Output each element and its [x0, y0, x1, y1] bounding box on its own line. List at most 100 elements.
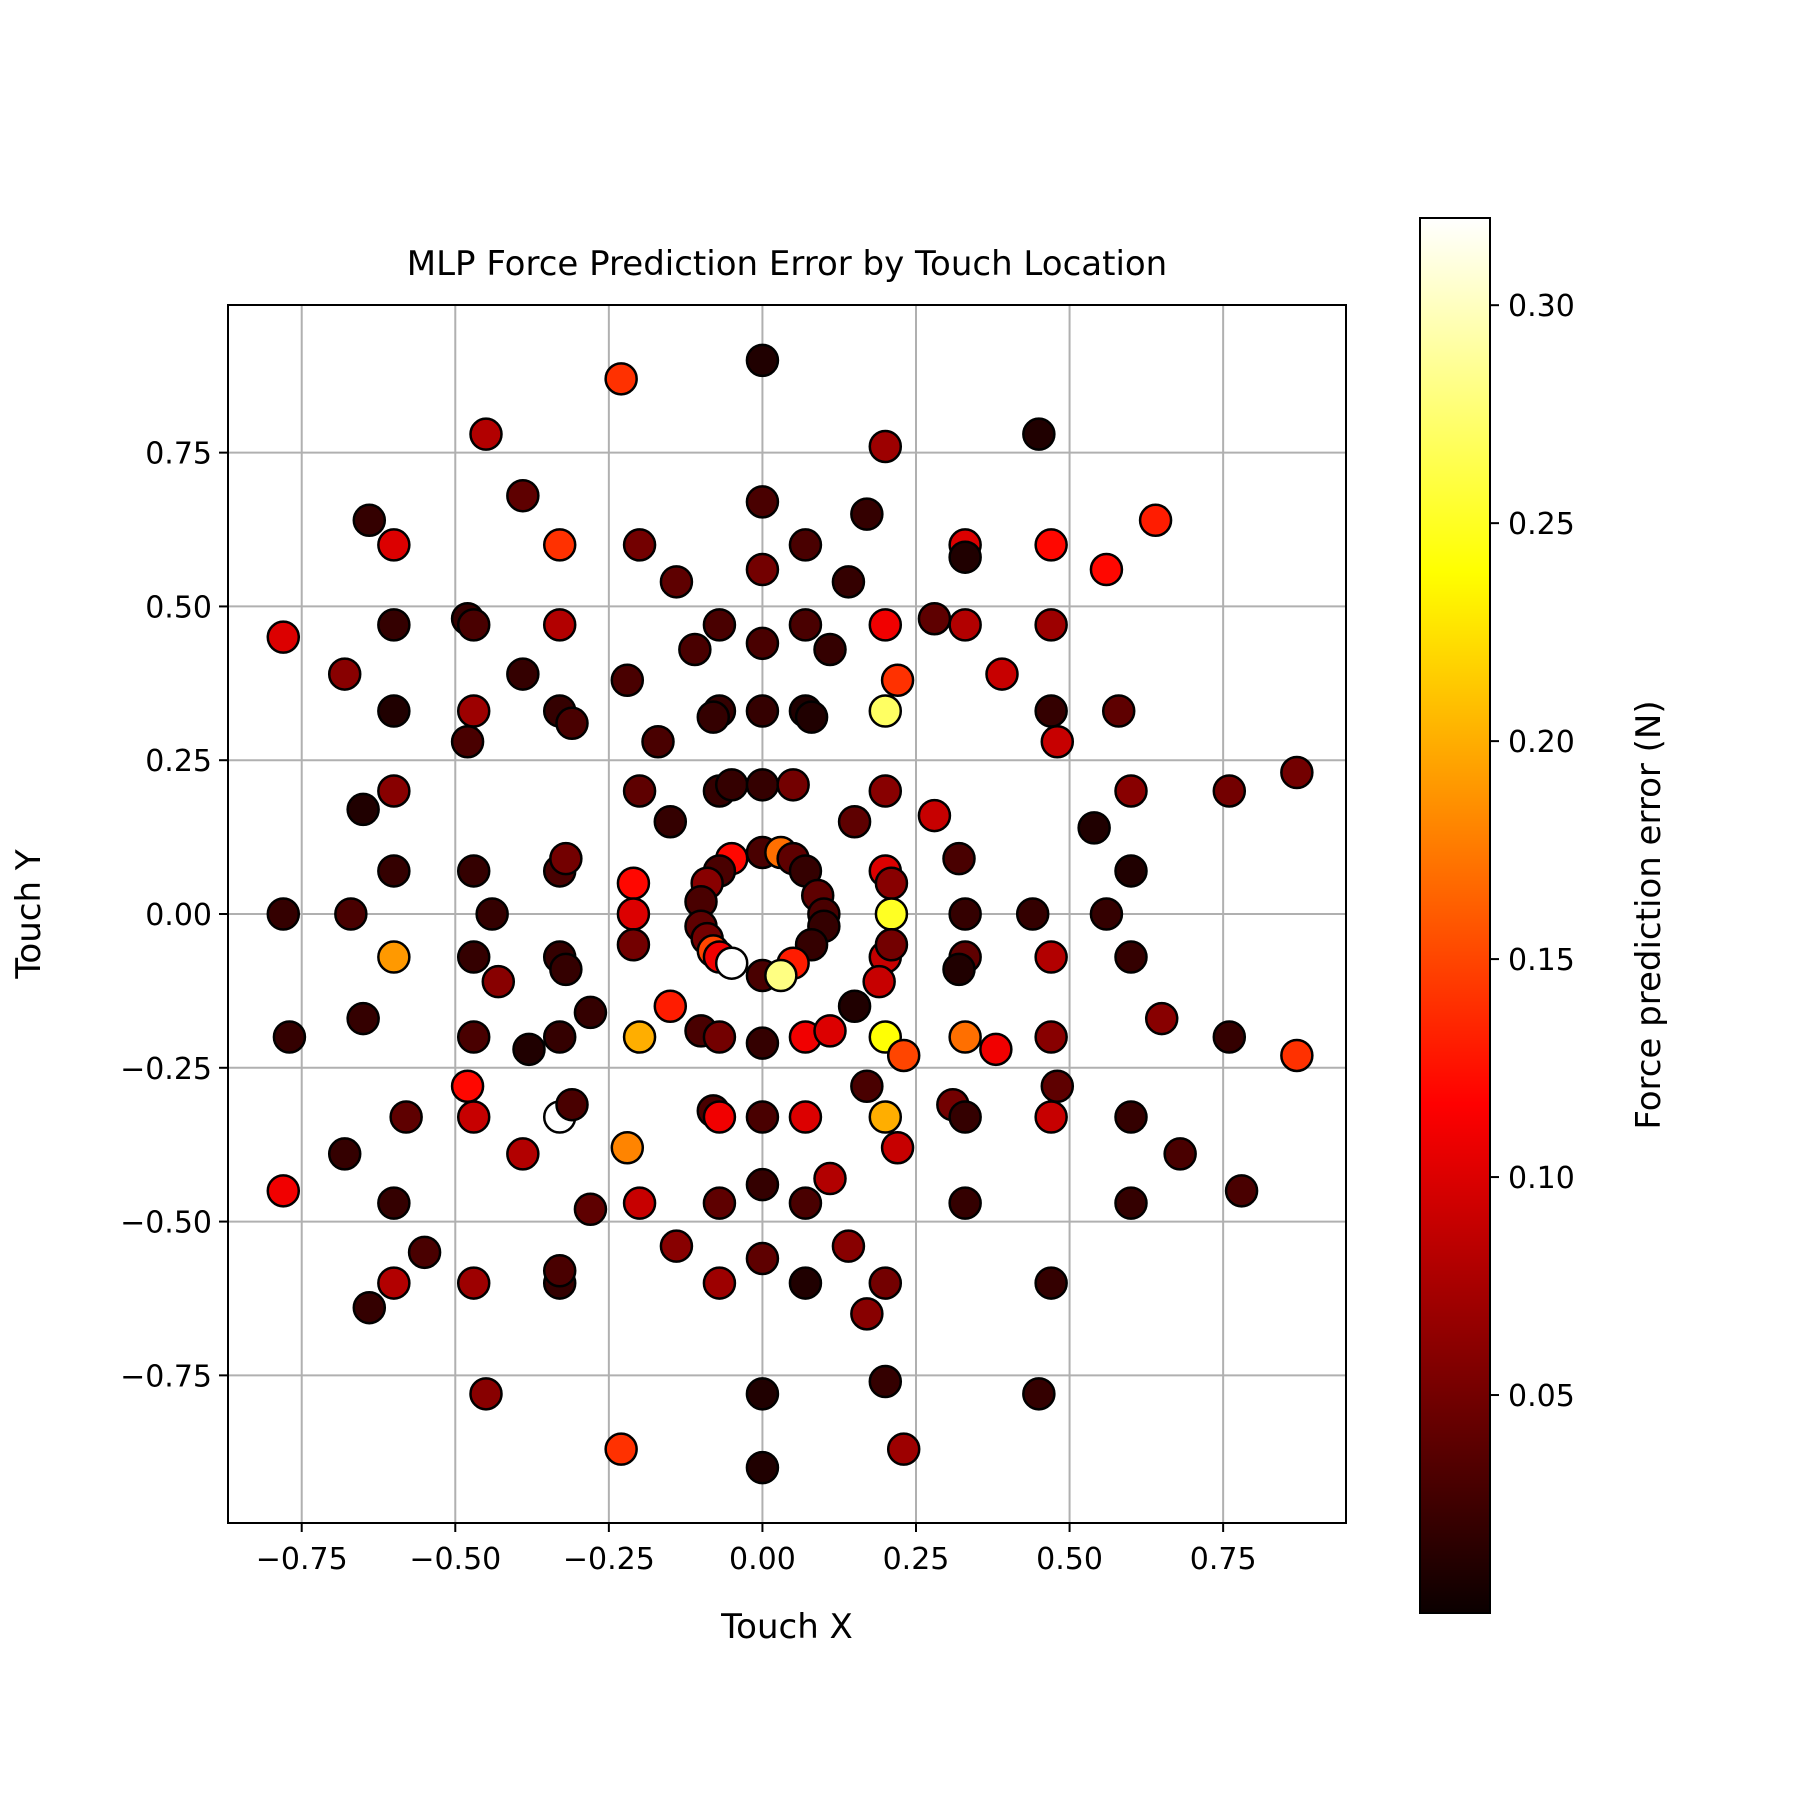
scatter-point — [622, 774, 657, 808]
scatter-point — [948, 540, 982, 574]
scatter-point — [604, 362, 638, 396]
colorbar: 0.05 0.10 0.15 0.20 0.25 0.30 Force predictio… — [1419, 217, 1669, 1614]
scatter-point — [616, 897, 651, 931]
scatter-point — [1077, 811, 1111, 845]
scatter-point — [1022, 417, 1056, 451]
colorbar-tick-label: 0.05 — [1508, 1379, 1575, 1414]
scatter-point — [1212, 1020, 1247, 1054]
scatter-point — [481, 964, 516, 999]
scatter-point — [678, 632, 712, 667]
scatter-point — [788, 1186, 823, 1220]
scatter-point — [1163, 1137, 1197, 1171]
scatter-point — [334, 897, 368, 931]
scatter-point — [948, 897, 982, 931]
y-tick-label: 0.00 — [145, 898, 212, 933]
scatter-point — [1114, 940, 1148, 974]
scatter-point — [377, 528, 411, 562]
scatter-point — [555, 706, 589, 741]
scatter-point — [327, 1137, 362, 1171]
scatter-point — [456, 1100, 491, 1134]
x-tick-label: 0.00 — [729, 1542, 796, 1577]
colorbar-gradient — [1419, 217, 1491, 1614]
scatter-point — [1040, 1069, 1075, 1103]
scatter-point — [745, 1241, 780, 1276]
scatter-point — [610, 1131, 645, 1165]
scatter-point — [696, 700, 731, 734]
scatter-point — [942, 952, 976, 987]
scatter-point — [1034, 1266, 1068, 1300]
scatter-point — [475, 897, 509, 931]
scatter-point — [702, 1100, 737, 1134]
scatter-point — [542, 528, 577, 562]
scatter-point — [745, 552, 780, 587]
scatter-point — [813, 632, 847, 667]
scatter-point — [456, 1020, 491, 1054]
scatter-point — [917, 601, 952, 636]
colorbar-tick-label: 0.10 — [1508, 1161, 1575, 1196]
scatter-point — [1114, 854, 1148, 888]
scatter-point — [549, 841, 583, 876]
scatter-point — [1144, 1001, 1179, 1036]
scatter-point — [745, 626, 780, 661]
scatter-point — [880, 1131, 915, 1165]
scatter-point — [377, 854, 411, 888]
scatter-point — [377, 1186, 411, 1220]
scatter-point — [862, 964, 896, 999]
scatter-point — [469, 417, 503, 451]
colorbar-tick-label: 0.30 — [1508, 289, 1575, 324]
scatter-point — [1212, 774, 1247, 808]
y-tick-label: −0.25 — [120, 1052, 212, 1087]
scatter-point — [868, 1364, 903, 1399]
scatter-point — [1034, 940, 1068, 974]
scatter-point — [868, 774, 903, 808]
scatter-point — [549, 952, 583, 987]
y-axis-label: Touch Y — [9, 849, 49, 979]
x-tick-label: 0.75 — [1190, 1542, 1257, 1577]
colorbar-label: Force prediction error (N) — [1629, 700, 1669, 1129]
scatter-point — [450, 725, 485, 759]
scatter-point — [610, 663, 645, 697]
colorbar-tick-label: 0.25 — [1508, 507, 1575, 542]
scatter-point — [886, 1432, 921, 1466]
y-axis-ticks: −0.75 −0.50 −0.25 0.00 0.25 0.50 0.75 — [120, 437, 228, 1394]
scatter-point — [714, 768, 749, 802]
scatter-point — [389, 1100, 423, 1134]
scatter-point — [837, 989, 872, 1024]
scatter-point — [868, 429, 903, 464]
scatter-point — [702, 1020, 737, 1054]
scatter-point — [266, 1174, 301, 1208]
scatter-point — [659, 1229, 694, 1263]
x-tick-label: −0.50 — [409, 1542, 501, 1577]
scatter-point — [1114, 774, 1148, 808]
scatter-point — [1089, 897, 1124, 931]
scatter-point — [850, 1297, 884, 1331]
scatter-point — [948, 1020, 982, 1054]
plot-area: −0.75 −0.50 −0.25 0.00 0.25 0.50 0.75 −0.75−0.… — [120, 304, 1347, 1577]
scatter-point — [917, 798, 952, 833]
scatter-point — [813, 1161, 847, 1196]
scatter-point — [450, 1069, 485, 1103]
scatter-point — [868, 1100, 903, 1134]
scatter-point — [352, 1290, 387, 1325]
scatter-point — [745, 1450, 780, 1485]
scatter-point — [506, 657, 540, 691]
scatter-point — [616, 928, 651, 962]
scatter-point — [346, 1001, 380, 1036]
scatter-point — [506, 478, 540, 513]
scatter-point — [377, 694, 411, 728]
scatter-point — [469, 1377, 503, 1411]
scatter-point — [456, 608, 491, 642]
x-tick-label: −0.25 — [563, 1542, 655, 1577]
scatter-point — [831, 1229, 866, 1263]
scatter-point — [745, 768, 780, 802]
x-axis-label: Touch X — [720, 1607, 853, 1647]
scatter-point — [745, 1026, 780, 1060]
scatter-point — [745, 694, 780, 728]
scatter-point — [948, 608, 982, 642]
scatter-point — [1022, 1377, 1056, 1411]
scatter-point — [604, 1432, 638, 1466]
scatter-point — [1040, 725, 1075, 759]
scatter-point — [616, 866, 651, 900]
scatter-point — [653, 804, 688, 839]
scatter-point — [745, 1377, 780, 1411]
